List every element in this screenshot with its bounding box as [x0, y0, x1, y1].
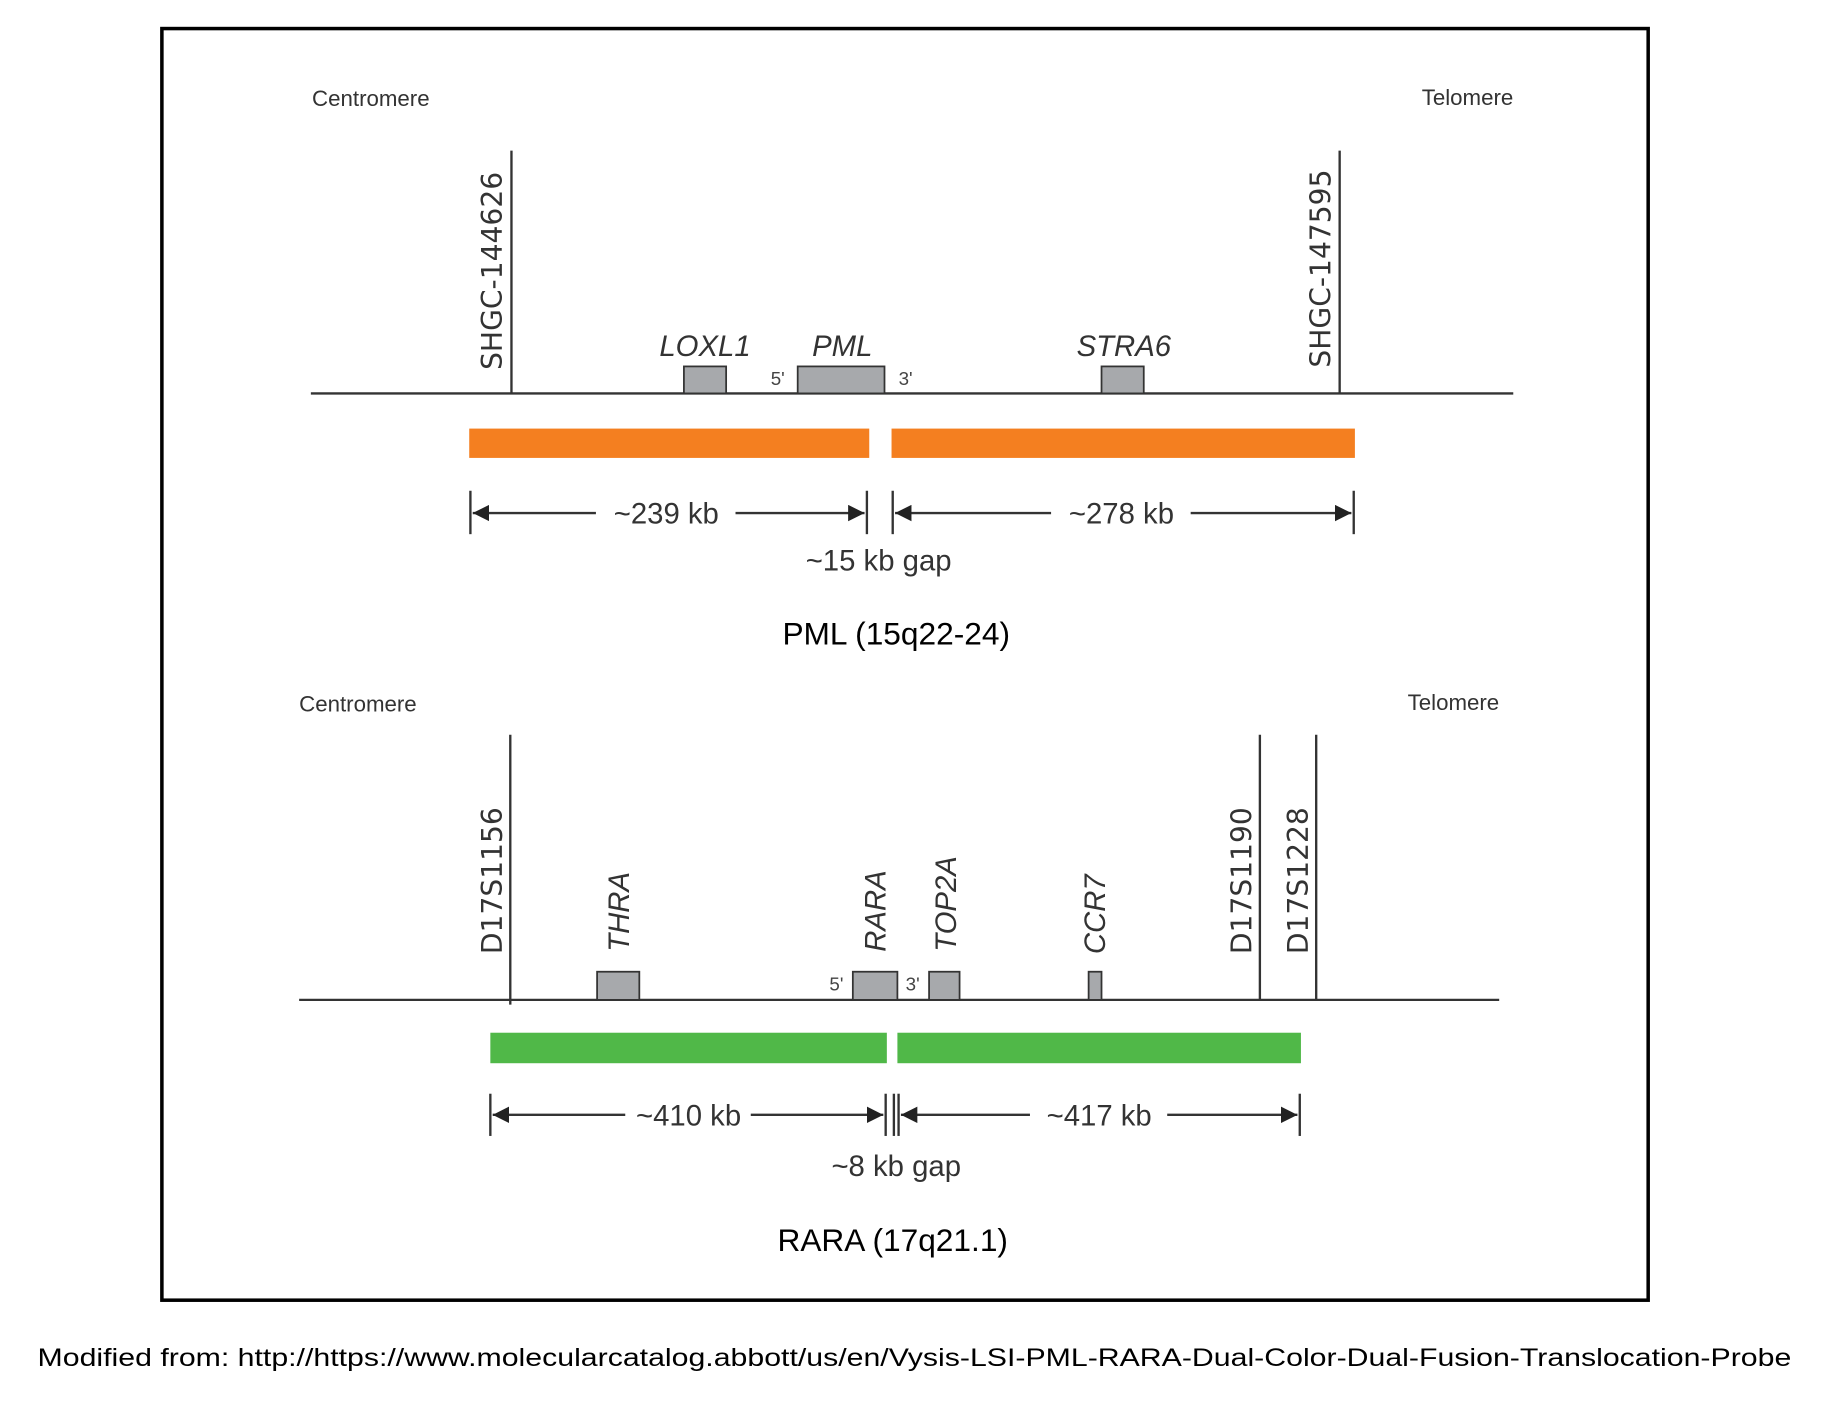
gene-box-thra [596, 970, 641, 1001]
rara-marker-label-2: D17S1190 [1226, 807, 1259, 954]
pml-telomere-label: Telomere [1422, 85, 1514, 110]
gene-label-rara: RARA [860, 870, 893, 951]
rara-marker-label-1: D17S1156 [476, 807, 509, 954]
pml-right-size: ~278 kb [1069, 498, 1174, 531]
source-footer: Modified from: http://https://www.molecu… [38, 1344, 1792, 1372]
pml-5prime-label: 5' [771, 368, 785, 389]
rara-marker-label-3: D17S1228 [1282, 807, 1315, 954]
figure-frame [160, 26, 1650, 1302]
gene-box-pml [796, 365, 886, 395]
pml-marker-label-2: SHGC-147595 [1304, 170, 1337, 368]
pml-3prime-label: 3' [899, 368, 913, 389]
rara-3prime-label: 3' [906, 973, 920, 994]
rara-centromere-label: Centromere [299, 691, 417, 716]
pml-map: Centromere Telomere SHGC-144626 SHGC-147… [310, 85, 1514, 651]
rara-gap-label: ~8 kb gap [831, 1150, 961, 1183]
gene-label-pml: PML [812, 330, 872, 363]
pml-left-size: ~239 kb [614, 498, 719, 531]
gene-label-thra: THRA [603, 872, 636, 952]
rara-left-size: ~410 kb [636, 1099, 741, 1132]
rara-telomere-label: Telomere [1408, 690, 1500, 715]
rara-map: Centromere Telomere D17S1156 D17S1190 D1… [299, 690, 1499, 1258]
gene-box-loxl1 [683, 365, 728, 395]
rara-probe-bar-left [490, 1032, 887, 1064]
gene-label-loxl1: LOXL1 [659, 330, 750, 363]
rara-right-size: ~417 kb [1047, 1099, 1152, 1132]
gene-label-top2a: TOP2A [930, 856, 963, 952]
gene-label-stra6: STRA6 [1077, 330, 1172, 363]
pml-probe-bar-right [891, 428, 1355, 458]
pml-gap-label: ~15 kb gap [806, 545, 952, 578]
pml-marker-label-1: SHGC-144626 [476, 172, 509, 370]
gene-box-ccr7 [1087, 970, 1103, 1001]
pml-probe-bar-left [469, 428, 870, 458]
gene-label-ccr7: CCR7 [1079, 873, 1112, 955]
pml-centromere-label: Centromere [312, 86, 430, 111]
gene-box-rara [851, 970, 899, 1001]
pml-title: PML (15q22-24) [782, 615, 1010, 651]
gene-box-top2a [928, 970, 961, 1001]
rara-probe-bar-right [897, 1032, 1301, 1064]
rara-title: RARA (17q21.1) [777, 1222, 1008, 1258]
rara-5prime-label: 5' [829, 973, 843, 994]
gene-box-stra6 [1100, 365, 1145, 395]
